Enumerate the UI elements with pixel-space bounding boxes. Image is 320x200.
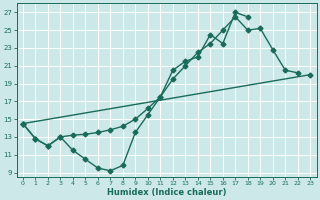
- X-axis label: Humidex (Indice chaleur): Humidex (Indice chaleur): [107, 188, 226, 197]
